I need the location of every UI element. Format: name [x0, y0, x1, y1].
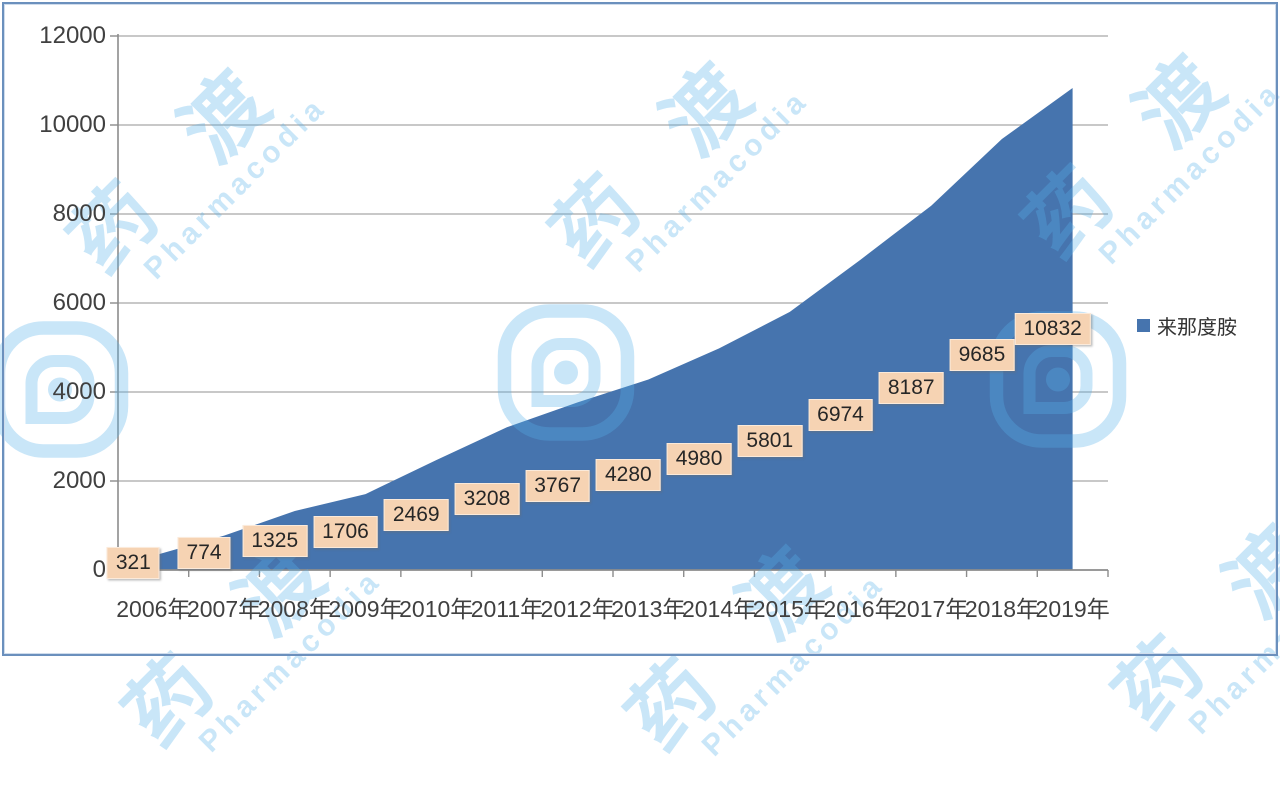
- legend-marker-icon: [1137, 319, 1150, 332]
- x-axis-label: 2007年: [186, 596, 262, 622]
- data-label: 9685: [949, 338, 1015, 371]
- y-axis-label: 6000: [52, 289, 106, 316]
- data-label: 774: [177, 536, 231, 569]
- data-label: 6974: [808, 398, 873, 431]
- legend-label: 来那度胺: [1157, 317, 1237, 339]
- y-axis-label: 2000: [52, 467, 106, 494]
- x-axis-label: 2006年: [116, 596, 191, 622]
- x-axis-label: 2013年: [611, 596, 686, 622]
- data-label: 1706: [313, 516, 378, 549]
- data-label: 10832: [1014, 312, 1091, 345]
- data-label: 3767: [525, 470, 590, 503]
- x-axis-label: 2015年: [752, 596, 827, 622]
- data-label: 321: [106, 546, 160, 579]
- x-axis-label: 2010年: [399, 596, 474, 622]
- y-axis-label: 0: [92, 556, 106, 583]
- data-label: 5801: [737, 424, 803, 457]
- x-axis-label: 2017年: [894, 596, 969, 622]
- data-label: 4280: [595, 458, 661, 491]
- data-label: 3208: [454, 482, 520, 515]
- x-axis-label: 2011年: [470, 596, 544, 622]
- data-label: 2469: [383, 499, 449, 532]
- area-series: [153, 88, 1073, 570]
- x-axis-label: 2014年: [681, 596, 757, 622]
- x-axis-label: 2008年: [257, 596, 332, 622]
- x-axis-label: 2019年: [1035, 596, 1110, 622]
- x-axis-label: 2016年: [823, 596, 898, 622]
- x-axis-label: 2018年: [964, 596, 1040, 622]
- data-label: 1325: [242, 524, 308, 557]
- x-axis-label: 2012年: [540, 596, 615, 622]
- y-axis-label: 4000: [52, 378, 106, 405]
- legend: 来那度胺: [1137, 311, 1237, 340]
- y-axis-label: 8000: [52, 200, 106, 227]
- x-axis-label: 2009年: [328, 596, 403, 622]
- y-axis-label: 10000: [39, 111, 106, 138]
- data-label: 8187: [878, 371, 944, 404]
- data-label: 4980: [666, 443, 732, 476]
- y-axis-label: 12000: [39, 22, 106, 49]
